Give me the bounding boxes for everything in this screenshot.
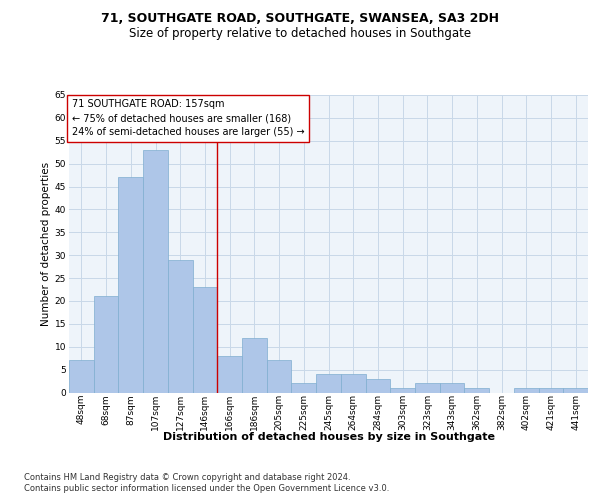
Bar xyxy=(464,388,489,392)
Bar xyxy=(193,287,217,393)
Text: Contains HM Land Registry data © Crown copyright and database right 2024.
Contai: Contains HM Land Registry data © Crown c… xyxy=(24,472,389,494)
Bar xyxy=(143,150,168,392)
Bar xyxy=(118,178,143,392)
Bar xyxy=(242,338,267,392)
Bar xyxy=(365,379,390,392)
Bar xyxy=(94,296,118,392)
Text: Size of property relative to detached houses in Southgate: Size of property relative to detached ho… xyxy=(129,28,471,40)
Bar xyxy=(292,384,316,392)
Bar xyxy=(390,388,415,392)
Bar xyxy=(316,374,341,392)
Bar xyxy=(539,388,563,392)
Bar xyxy=(514,388,539,392)
Bar xyxy=(415,384,440,392)
Text: Distribution of detached houses by size in Southgate: Distribution of detached houses by size … xyxy=(163,432,495,442)
Bar xyxy=(341,374,365,392)
Bar xyxy=(217,356,242,393)
Bar xyxy=(168,260,193,392)
Bar xyxy=(440,384,464,392)
Text: 71 SOUTHGATE ROAD: 157sqm
← 75% of detached houses are smaller (168)
24% of semi: 71 SOUTHGATE ROAD: 157sqm ← 75% of detac… xyxy=(71,100,304,138)
Bar xyxy=(69,360,94,392)
Bar xyxy=(267,360,292,392)
Bar xyxy=(563,388,588,392)
Y-axis label: Number of detached properties: Number of detached properties xyxy=(41,162,50,326)
Text: 71, SOUTHGATE ROAD, SOUTHGATE, SWANSEA, SA3 2DH: 71, SOUTHGATE ROAD, SOUTHGATE, SWANSEA, … xyxy=(101,12,499,26)
